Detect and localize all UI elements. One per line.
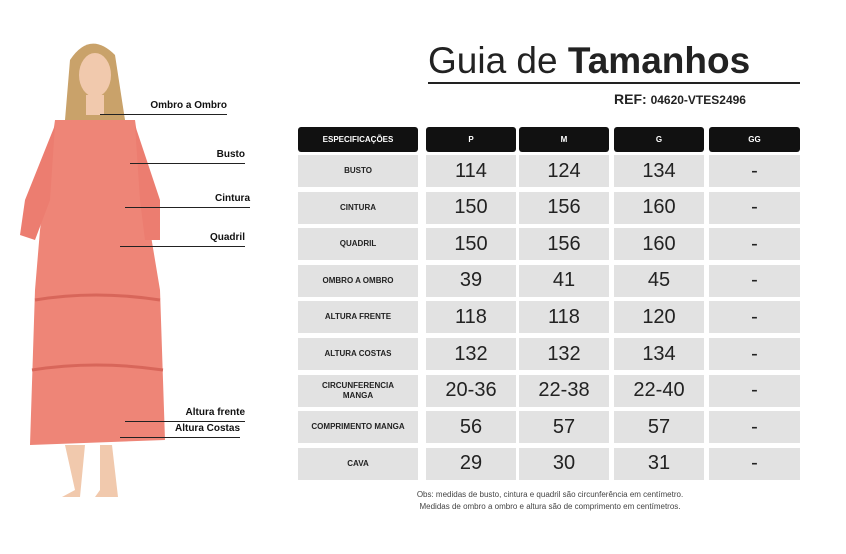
size-value: - (709, 338, 800, 370)
size-value: 39 (426, 264, 516, 297)
note: Obs: medidas de busto, cintura e quadril… (416, 490, 684, 499)
row-label: OMBRO A OMBRO (298, 264, 418, 297)
size-value: 41 (519, 264, 609, 297)
column-header: G (614, 127, 704, 152)
size-value: - (709, 191, 800, 224)
size-value: 22-40 (614, 374, 704, 407)
pointer-line (100, 114, 227, 115)
size-value: 57 (614, 411, 704, 444)
title-bold: Tamanhos (567, 40, 751, 81)
size-value: - (709, 264, 800, 297)
pointer-line (130, 163, 245, 164)
size-value: 132 (519, 338, 609, 370)
size-value: 150 (426, 228, 516, 261)
column-header: M (519, 127, 609, 152)
size-value: 56 (426, 411, 516, 444)
face (79, 53, 111, 97)
size-value: 22-38 (519, 374, 609, 407)
ref-code: 04620-VTES2496 (650, 93, 746, 107)
figure-label: Ombro a Ombro (150, 100, 227, 111)
size-value: 30 (519, 447, 609, 480)
size-value: 132 (426, 338, 516, 370)
column-header: ESPECIFICAÇÕES (298, 127, 418, 152)
size-value: 120 (614, 301, 704, 334)
figure-label: Quadril (209, 232, 245, 243)
size-value: 160 (614, 191, 704, 224)
sleeves (20, 125, 160, 240)
pointer-line (125, 207, 250, 208)
size-value: 124 (519, 155, 609, 187)
size-value: - (709, 155, 800, 187)
figure-label: Altura frente (185, 407, 245, 418)
row-label: CIRCUNFERENCIA MANGA (298, 374, 418, 407)
size-value: 156 (519, 191, 609, 224)
pointer-line (125, 421, 245, 422)
column-header: P (426, 127, 516, 152)
row-label: BUSTO (298, 155, 418, 187)
ref-label: REF: (614, 91, 647, 107)
size-value: 29 (426, 447, 516, 480)
legs (62, 445, 118, 497)
row-label: CAVA (298, 447, 418, 480)
size-value: 20-36 (426, 374, 516, 407)
model-illustration (20, 43, 165, 497)
column-header: GG (709, 127, 800, 152)
row-label: ALTURA FRENTE (298, 301, 418, 334)
size-value: 118 (519, 301, 609, 334)
size-value: 118 (426, 301, 516, 334)
size-value: 57 (519, 411, 609, 444)
notes: Obs: medidas de busto, cintura e quadril… (300, 489, 800, 513)
size-value: 45 (614, 264, 704, 297)
note: Medidas de ombro a ombro e altura são de… (419, 502, 681, 511)
size-value: 150 (426, 191, 516, 224)
ref: REF: 04620-VTES2496 (614, 91, 746, 107)
title-rule (428, 82, 800, 84)
title: Guia de Tamanhos (428, 40, 750, 82)
size-value: - (709, 228, 800, 261)
row-label: COMPRIMENTO MANGA (298, 411, 418, 444)
row-label: CINTURA (298, 191, 418, 224)
figure-label: Busto (216, 149, 245, 160)
row-label: QUADRIL (298, 228, 418, 261)
row-label: ALTURA COSTAS (298, 338, 418, 370)
size-value: 160 (614, 228, 704, 261)
size-value: 134 (614, 155, 704, 187)
pointer-line (120, 437, 240, 438)
size-value: 114 (426, 155, 516, 187)
dress (30, 120, 165, 445)
ruffles (31, 293, 164, 372)
size-value: 156 (519, 228, 609, 261)
title-light: Guia de (428, 40, 558, 81)
size-value: 134 (614, 338, 704, 370)
pointer-line (120, 246, 245, 247)
figure-label: Altura Costas (174, 423, 240, 434)
size-value: 31 (614, 447, 704, 480)
size-value: - (709, 447, 800, 480)
size-value: - (709, 301, 800, 334)
size-value: - (709, 411, 800, 444)
figure-label: Cintura (215, 193, 250, 204)
neck (86, 95, 104, 115)
size-value: - (709, 374, 800, 407)
